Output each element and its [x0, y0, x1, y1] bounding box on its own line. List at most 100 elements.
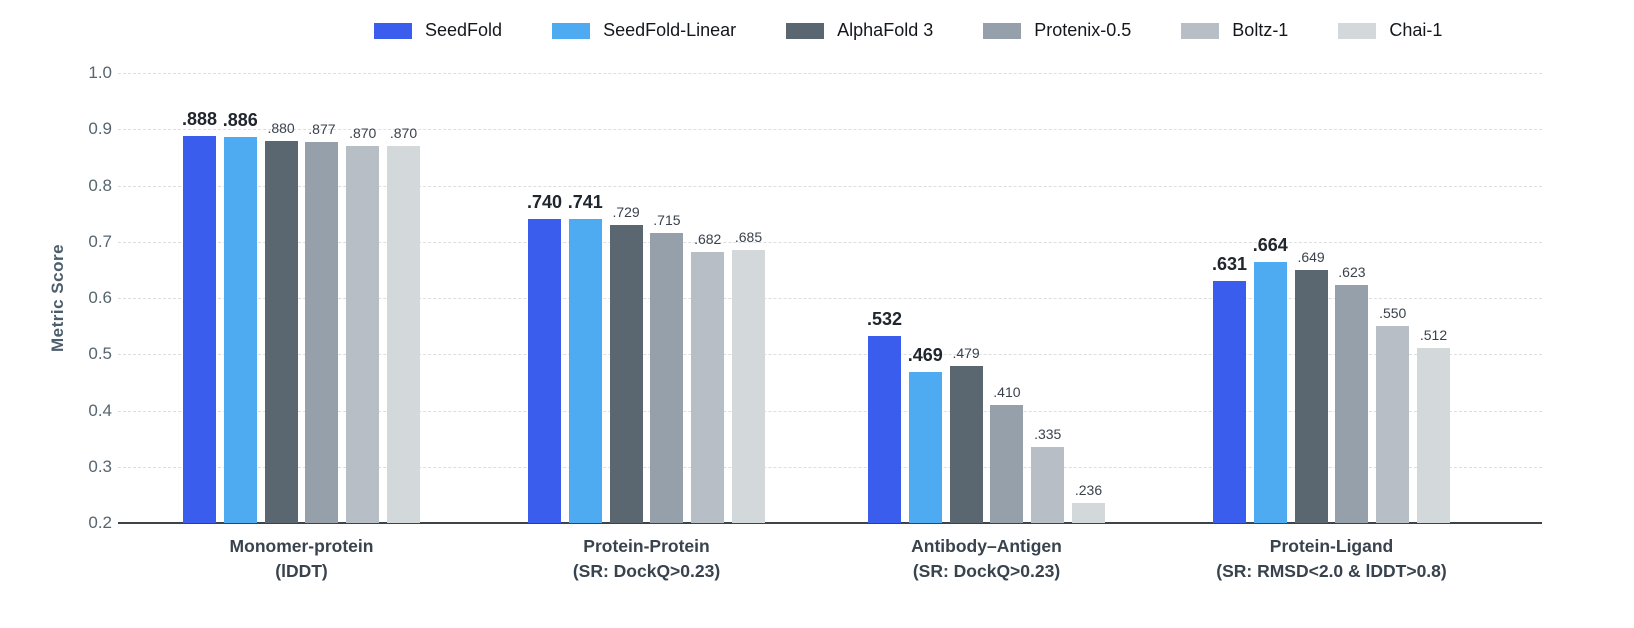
bar: .682 — [691, 231, 725, 523]
bar: .888 — [182, 109, 217, 523]
bar-value-label: .512 — [1419, 326, 1448, 343]
bar: .664 — [1253, 235, 1288, 523]
bar-value-label: .631 — [1211, 253, 1248, 274]
bar-value-label: .870 — [389, 125, 418, 142]
y-tick-label: 0.7 — [88, 231, 112, 251]
bar-value-label: .715 — [653, 212, 681, 229]
gridline — [118, 466, 1542, 468]
bar-value-label: .410 — [993, 383, 1021, 400]
y-tick-label: 0.6 — [88, 288, 112, 307]
bar-value-label: .479 — [952, 345, 980, 362]
bar: .870 — [386, 125, 420, 523]
legend-item: SeedFold — [374, 20, 502, 41]
y-tick-label: 0.9 — [88, 119, 112, 139]
bar-value-label: .888 — [181, 109, 218, 129]
bar: .236 — [1071, 482, 1105, 523]
bar-value-label: .886 — [222, 110, 258, 131]
y-tick-label: 0.4 — [88, 400, 112, 420]
bar: .715 — [650, 212, 684, 523]
bar-group: .740.741 .729 .715 .682 .685 — [527, 73, 765, 523]
bar: .512 — [1416, 327, 1450, 523]
bar-value-label: .870 — [349, 125, 377, 142]
y-tick-label: 0.2 — [88, 513, 112, 532]
category-label-line2: (lDDT) — [275, 560, 328, 581]
gridline — [118, 298, 1542, 299]
legend-label: SeedFold-Linear — [603, 20, 737, 40]
y-tick-label: 0.8 — [88, 175, 112, 195]
legend-item: Protenix-0.5 — [983, 20, 1131, 41]
bar: .532 — [867, 309, 902, 523]
legend-label: SeedFold — [425, 20, 503, 40]
legend-item: Chai-1 — [1338, 20, 1442, 41]
y-tick-label: 1.0 — [88, 63, 112, 82]
y-tick-label: 0.3 — [88, 456, 112, 476]
bar-value-label: .335 — [1034, 426, 1062, 443]
bar: .623 — [1335, 264, 1369, 523]
bar: .729 — [609, 204, 643, 523]
gridline — [118, 129, 1542, 131]
bar: .740 — [527, 192, 562, 523]
legend-item: Boltz-1 — [1181, 20, 1288, 41]
bar-value-label: .877 — [308, 121, 336, 138]
legend-item: SeedFold-Linear — [552, 20, 736, 41]
gridline — [118, 410, 1542, 412]
bar-value-label: .880 — [267, 119, 295, 136]
bar: .880 — [264, 120, 298, 523]
legend-label: Boltz-1 — [1232, 20, 1289, 40]
bar-value-label: .741 — [567, 191, 603, 212]
category-label-line2: (SR: DockQ>0.23) — [572, 560, 721, 581]
legend-item: AlphaFold 3 — [786, 20, 933, 41]
category-label-line1: Monomer-protein — [229, 536, 374, 556]
bar-value-label: .740 — [526, 192, 563, 213]
legend-label: Protenix-0.5 — [1034, 20, 1132, 40]
bar-value-label: .623 — [1338, 264, 1366, 281]
bar: .886 — [223, 110, 258, 523]
gridline — [118, 185, 1542, 187]
bar: .550 — [1376, 305, 1410, 523]
category-label-line1: Protein-Ligand — [1269, 536, 1394, 556]
category-label-line1: Protein-Protein — [583, 536, 710, 556]
bar: .631 — [1212, 254, 1247, 523]
category-label-line2: (SR: DockQ>0.23) — [912, 560, 1061, 581]
bar-value-label: .729 — [612, 204, 640, 221]
bar: .741 — [568, 192, 603, 523]
bar-group: .631.664 .649 .623 .550 .512 — [1212, 73, 1450, 523]
bar-group: .888.886 .880 .877 .870 .870 — [182, 73, 420, 523]
bar-value-label: .685 — [734, 229, 763, 246]
category-label: Protein-Ligand (SR: RMSD<2.0 & lDDT>0.8) — [1216, 534, 1446, 583]
legend-label: Chai-1 — [1389, 20, 1443, 40]
bar-value-label: .664 — [1252, 235, 1288, 255]
legend-swatch-icon — [1181, 22, 1220, 39]
bar: .479 — [949, 345, 983, 523]
bar-value-label: .469 — [907, 344, 943, 365]
bar-value-label: .550 — [1379, 305, 1407, 322]
legend-swatch-icon — [983, 22, 1022, 39]
bar: .685 — [731, 229, 765, 523]
bar: .410 — [990, 384, 1024, 523]
category-label: Monomer-protein (lDDT) — [230, 534, 374, 583]
gridline — [118, 73, 1542, 74]
legend-swatch-icon — [374, 22, 412, 39]
legend-label: AlphaFold 3 — [837, 20, 934, 40]
legend-swatch-icon — [552, 22, 591, 39]
category-label: Antibody–Antigen (SR: DockQ>0.23) — [911, 534, 1062, 583]
bar: .870 — [346, 125, 380, 523]
bar: .877 — [305, 121, 339, 523]
bar-value-label: .649 — [1297, 249, 1325, 266]
bar-value-label: .682 — [694, 230, 722, 247]
bar-value-label: .236 — [1074, 481, 1103, 498]
bar: .335 — [1031, 426, 1065, 523]
category-label-line2: (SR: RMSD<2.0 & lDDT>0.8) — [1216, 560, 1447, 581]
legend-swatch-icon — [786, 22, 825, 39]
bar-value-label: .532 — [866, 309, 903, 330]
legend: SeedFold SeedFold-Linear AlphaFold 3 Proten… — [374, 20, 1442, 41]
y-tick-label: 0.5 — [88, 344, 112, 364]
bar: .649 — [1294, 249, 1328, 523]
category-label: Protein-Protein (SR: DockQ>0.23) — [573, 534, 720, 583]
category-label-line1: Antibody–Antigen — [911, 536, 1062, 556]
bar: .469 — [908, 345, 943, 523]
gridline — [118, 241, 1542, 243]
x-axis-line — [118, 522, 1542, 524]
bar-group: .532.469 .479 .410 .335 .236 — [867, 73, 1105, 523]
